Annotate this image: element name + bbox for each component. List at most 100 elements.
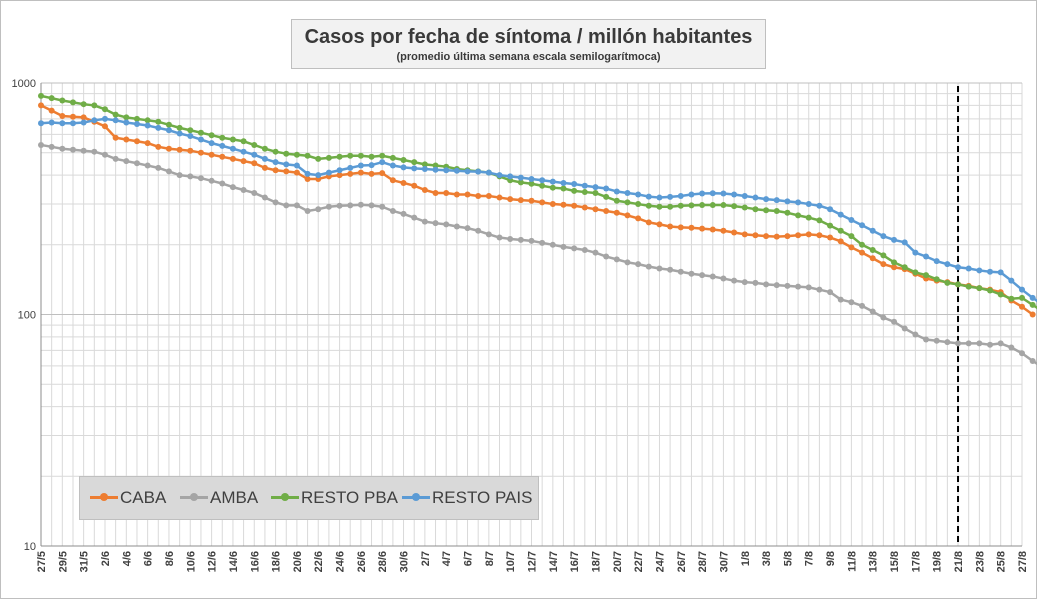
data-point-amba	[283, 202, 290, 209]
x-tick-label: 16/6	[249, 551, 261, 572]
data-point-amba	[411, 214, 418, 221]
data-point-amba	[752, 279, 759, 286]
data-point-resto-pba	[603, 193, 610, 200]
data-point-resto-pais	[869, 227, 876, 234]
data-point-caba	[656, 221, 663, 228]
data-point-caba	[347, 170, 354, 177]
data-point-resto-pais	[240, 148, 247, 155]
chart-title-box: Casos por fecha de síntoma / millón habi…	[291, 19, 766, 69]
x-tick-label: 4/7	[441, 551, 453, 566]
data-point-resto-pais	[389, 162, 396, 169]
data-point-resto-pba	[923, 272, 930, 279]
data-point-amba	[549, 241, 556, 248]
data-point-caba	[1019, 303, 1025, 310]
data-point-amba	[805, 284, 812, 291]
data-point-caba	[123, 136, 130, 143]
data-point-resto-pais	[1019, 286, 1025, 293]
data-point-resto-pais	[677, 193, 684, 199]
data-point-resto-pais	[80, 119, 87, 126]
data-point-resto-pais	[48, 119, 55, 126]
data-point-caba	[48, 107, 55, 114]
x-tick-label: 8/7	[484, 551, 496, 566]
data-point-amba	[645, 263, 652, 270]
data-point-amba	[485, 231, 492, 238]
data-point-caba	[38, 102, 44, 109]
data-point-amba	[699, 272, 706, 279]
x-tick-label: 19/8	[932, 551, 944, 572]
data-point-resto-pba	[165, 121, 172, 128]
data-point-resto-pais	[208, 140, 215, 147]
data-point-amba	[379, 203, 386, 210]
data-point-resto-pais	[645, 193, 652, 200]
data-point-amba	[539, 239, 546, 246]
data-point-amba	[517, 236, 524, 243]
data-point-resto-pba	[251, 141, 258, 148]
data-point-resto-pba	[688, 202, 695, 209]
data-point-resto-pais	[549, 178, 556, 185]
data-point-resto-pba	[400, 156, 407, 163]
data-point-amba	[357, 201, 364, 208]
data-point-resto-pais	[688, 191, 695, 198]
data-point-caba	[187, 147, 194, 154]
data-point-caba	[400, 179, 407, 186]
data-point-amba	[933, 337, 940, 344]
data-point-resto-pba	[901, 264, 908, 271]
data-point-resto-pais	[741, 193, 748, 199]
data-point-resto-pais	[325, 169, 332, 176]
data-point-caba	[240, 158, 247, 165]
data-point-caba	[336, 172, 343, 179]
data-point-resto-pba	[624, 199, 631, 206]
data-point-resto-pais	[187, 133, 194, 140]
data-point-resto-pais	[837, 211, 844, 218]
data-point-resto-pais	[795, 199, 802, 206]
data-point-amba	[773, 282, 780, 289]
data-point-amba	[304, 207, 311, 214]
data-point-resto-pba	[763, 207, 770, 214]
series-caba	[38, 102, 1036, 318]
data-point-caba	[688, 224, 695, 231]
data-point-amba	[784, 282, 791, 289]
data-point-resto-pba	[38, 92, 44, 99]
data-point-caba	[667, 223, 674, 230]
data-point-amba	[112, 155, 119, 162]
data-point-resto-pba	[965, 283, 972, 290]
x-tick-label: 13/8	[868, 551, 880, 572]
data-point-resto-pais	[539, 177, 546, 184]
data-point-resto-pais	[453, 167, 460, 174]
data-point-resto-pais	[475, 168, 482, 175]
data-point-amba	[59, 145, 66, 152]
data-point-caba	[699, 225, 706, 232]
data-point-amba	[923, 336, 930, 343]
x-tick-label: 7/8	[804, 551, 816, 566]
data-point-amba	[987, 341, 994, 348]
data-point-amba	[38, 141, 44, 148]
data-point-resto-pais	[773, 197, 780, 204]
data-point-resto-pba	[379, 152, 386, 159]
data-point-resto-pba	[229, 136, 236, 143]
data-point-amba	[891, 318, 898, 325]
data-point-resto-pba	[517, 179, 524, 186]
data-point-amba	[731, 277, 738, 284]
data-point-resto-pba	[101, 106, 108, 113]
data-point-amba	[571, 245, 578, 252]
data-point-caba	[624, 212, 631, 219]
data-point-resto-pba	[1019, 294, 1025, 301]
data-point-amba	[368, 202, 375, 209]
data-point-caba	[603, 207, 610, 214]
legend-swatch-resto-pba	[271, 487, 299, 509]
x-tick-label: 24/6	[335, 551, 347, 572]
data-point-amba	[48, 143, 55, 150]
data-point-resto-pba	[336, 153, 343, 160]
data-point-caba	[443, 189, 450, 196]
data-point-amba	[859, 302, 866, 309]
data-point-amba	[336, 202, 343, 209]
data-point-caba	[357, 169, 364, 176]
data-point-amba	[219, 180, 226, 187]
data-point-caba	[80, 114, 87, 121]
x-tick-label: 10/7	[505, 551, 517, 572]
data-point-resto-pais	[528, 175, 535, 182]
data-point-resto-pba	[91, 102, 98, 109]
data-point-caba	[773, 233, 780, 240]
data-point-resto-pba	[197, 129, 204, 136]
